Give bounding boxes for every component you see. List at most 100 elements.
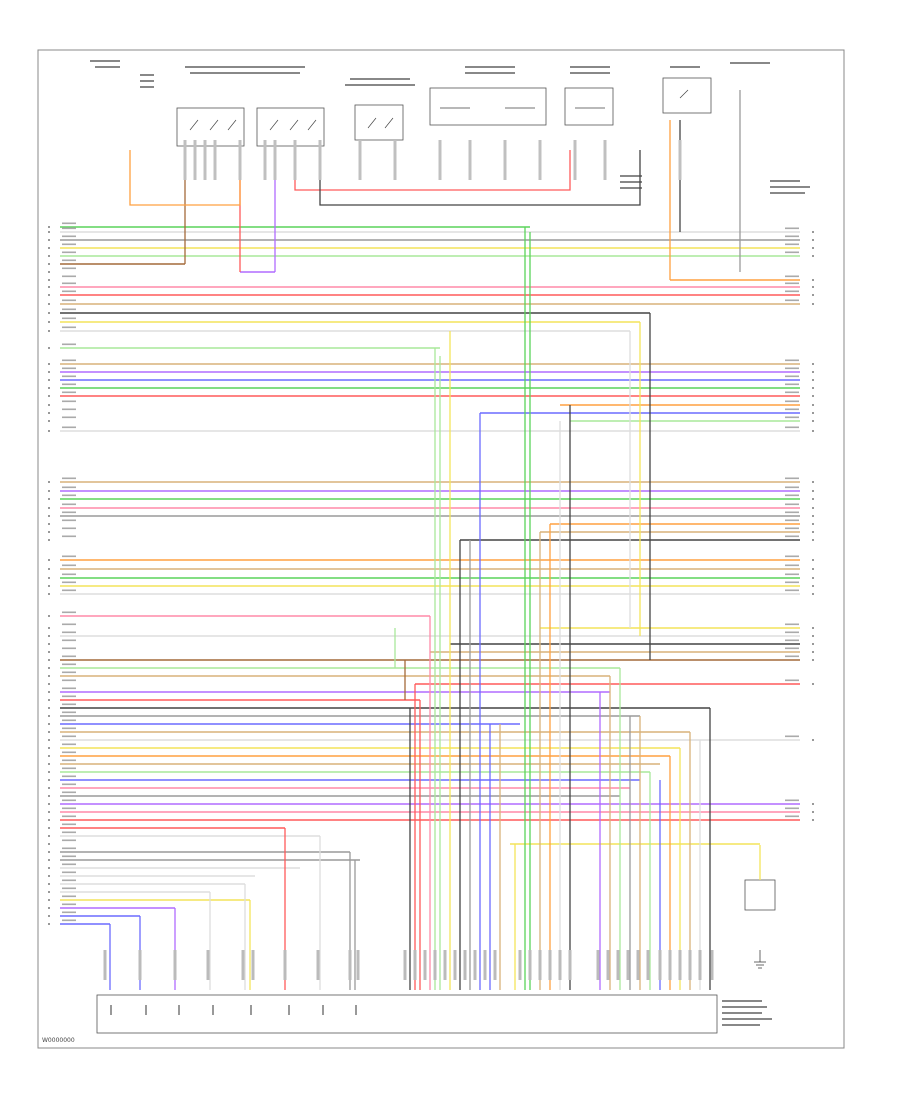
pin-mark-right [812,531,814,533]
wire-label-mark [785,581,799,584]
pin-mark-left [48,568,50,570]
pin-mark-right [812,247,814,249]
wire-label-mark [785,623,799,626]
pin-mark-left [48,294,50,296]
bottom-connector-stub [646,950,650,980]
wire-label-mark [62,243,76,246]
loop-wire [294,150,571,191]
bottom-connector-stub [698,950,702,980]
pin-mark-left [48,787,50,789]
wire-group [60,226,800,925]
wire-label-mark [62,290,76,293]
wire-label-mark [62,847,76,850]
wire-label-mark [785,299,799,302]
wire-label-mark [62,911,76,914]
pin-mark-right [812,515,814,517]
pin-mark-left [48,247,50,249]
wire-label-mark [62,791,76,794]
pin-mark-left [48,371,50,373]
top-connector-stub [273,140,277,180]
pin-mark-right [812,231,814,233]
pin-mark-left [48,683,50,685]
wire-label-mark [62,235,76,238]
wire-label-mark [62,581,76,584]
pin-mark-right [812,811,814,813]
top-connector-stub [213,140,217,180]
wire-label-mark [785,564,799,567]
wire-label-mark [62,317,76,320]
pin-mark-right [812,659,814,661]
wire-label-mark [62,799,76,802]
transmitter-box-a [429,87,547,126]
pin-mark-left [48,707,50,709]
pin-mark-right [812,303,814,305]
top-connector-stub [193,140,197,180]
wire-label-mark [62,871,76,874]
bottom-connector-stub [483,950,487,980]
wire-label-mark [62,623,76,626]
pin-mark-left [48,279,50,281]
pin-mark-right [812,490,814,492]
bottom-connector-stub [518,950,522,980]
transmitter-box-b [564,87,614,126]
wire-label-mark [785,535,799,538]
pin-mark-right [812,498,814,500]
wire-label-mark [785,416,799,419]
bottom-connector-stub [356,950,360,980]
pin-mark-left [48,883,50,885]
wire-label-mark [62,555,76,558]
wire-label-mark [62,359,76,362]
diagram-frame [37,49,845,1049]
bottom-connector-stub [616,950,620,980]
top-connector-stub [183,140,187,180]
pin-mark-left [48,226,50,228]
sensor-ground-icon [754,950,766,969]
pin-mark-left [48,387,50,389]
pin-mark-left [48,363,50,365]
wire-label-mark [62,695,76,698]
wire-label-mark [62,486,76,489]
wire-label-mark [62,895,76,898]
wire-label-mark [62,887,76,890]
pin-mark-right [812,430,814,432]
wire-label-mark [62,573,76,576]
wire-label-mark [785,391,799,394]
wire-label-mark [62,903,76,906]
wire-label-mark [62,611,76,614]
bottom-connector-stub [568,950,572,980]
pin-mark-left [48,651,50,653]
wire-label-mark [62,477,76,480]
pin-mark-right [812,363,814,365]
wire-label-mark [62,251,76,254]
pin-mark-left [48,643,50,645]
pin-mark-left [48,577,50,579]
pin-mark-right [812,739,814,741]
pin-mark-left [48,803,50,805]
pin-mark-right [812,255,814,257]
pin-mark-left [48,321,50,323]
pin-mark-left [48,263,50,265]
wire-label-mark [62,783,76,786]
pin-mark-right [812,379,814,381]
bottom-connector-stub [413,950,417,980]
top-connector-stub [538,140,542,180]
pin-mark-left [48,412,50,414]
pin-mark-right [812,651,814,653]
wire-label-mark [62,823,76,826]
bottom-connector-stub [493,950,497,980]
wire-label-mark [62,775,76,778]
pin-mark-left [48,843,50,845]
bottom-connector-stub [453,950,457,980]
top-connector-stub [503,140,507,180]
bottom-connector-stub [283,950,287,980]
bottom-connector-stub [241,950,245,980]
pin-mark-right [812,585,814,587]
pin-mark-right [812,420,814,422]
wire-label-mark [62,703,76,706]
wire-label-mark [62,831,76,834]
left-switch-box-b [256,107,325,147]
pin-mark-right [812,395,814,397]
pin-mark-right [812,559,814,561]
pin-mark-right [812,371,814,373]
pin-mark-left [48,515,50,517]
